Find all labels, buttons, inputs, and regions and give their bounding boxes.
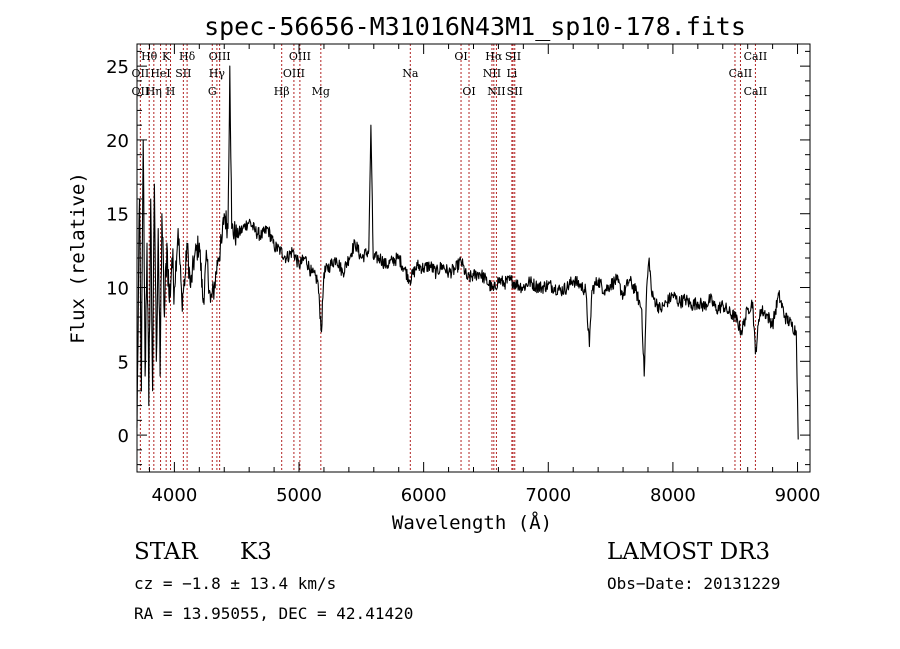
x-tick-label: 7000 <box>525 485 571 506</box>
survey-name: LAMOST DR3 <box>607 539 770 565</box>
line-label: CaII <box>729 67 753 80</box>
x-tick-label: 5000 <box>276 485 322 506</box>
redshift-cz: cz = −1.8 ± 13.4 km/s <box>134 574 336 593</box>
line-label: OIII <box>289 50 311 63</box>
x-tick-label: 4000 <box>151 485 197 506</box>
line-label: SII <box>507 85 523 98</box>
x-axis-label: Wavelength (Å) <box>392 511 552 534</box>
axis-ticks: 4000 5000 6000 7000 8000 9000 0 5 10 15 20 25 <box>106 44 820 506</box>
y-tick-label: 15 <box>106 205 129 226</box>
line-label: K <box>162 50 171 63</box>
line-label: Hβ <box>274 85 290 98</box>
y-tick-label: 10 <box>106 279 129 300</box>
observation-date: Obs−Date: 20131229 <box>607 574 780 593</box>
plot-frame <box>136 43 811 473</box>
line-label: OI <box>462 85 475 98</box>
line-label: CaII <box>744 85 768 98</box>
line-label: NII <box>483 67 501 80</box>
line-label: OII <box>132 85 150 98</box>
line-label: Hγ <box>209 67 226 80</box>
line-label: H <box>166 85 176 98</box>
line-label: G <box>208 85 217 98</box>
object-class: STAR <box>134 539 198 565</box>
y-axis-label: Flux (relative) <box>67 172 89 344</box>
line-label: SII <box>175 67 191 80</box>
line-label: Hδ <box>179 50 196 63</box>
line-label: OIII <box>209 50 231 63</box>
x-tick-label: 8000 <box>650 485 696 506</box>
line-label: OIII <box>283 67 305 80</box>
x-tick-label: 6000 <box>401 485 447 506</box>
line-markers <box>139 44 756 472</box>
line-label: Hα <box>485 50 503 63</box>
object-subclass: K3 <box>240 539 272 565</box>
line-label: Mg <box>312 85 330 98</box>
y-tick-label: 25 <box>106 57 129 78</box>
x-tick-label: 9000 <box>775 485 821 506</box>
line-label: Li <box>506 67 517 80</box>
line-label: Hθ <box>141 50 158 63</box>
ra-dec: RA = 13.95055, DEC = 42.41420 <box>134 604 413 623</box>
line-label: CaII <box>744 50 768 63</box>
line-label: Hη <box>146 85 162 98</box>
y-tick-label: 5 <box>118 352 129 373</box>
spectrum-plot <box>136 65 799 440</box>
chart-title: spec-56656-M31016N43M1_sp10-178.fits <box>204 12 746 41</box>
line-label: SII <box>505 50 521 63</box>
line-label: Na <box>402 67 419 80</box>
y-tick-label: 0 <box>118 426 129 447</box>
line-label: OII <box>132 67 150 80</box>
spectrum-line <box>136 65 799 440</box>
line-label: HeI <box>150 67 170 80</box>
y-tick-label: 20 <box>106 131 129 152</box>
line-label: NII <box>487 85 505 98</box>
line-label: OI <box>454 50 467 63</box>
